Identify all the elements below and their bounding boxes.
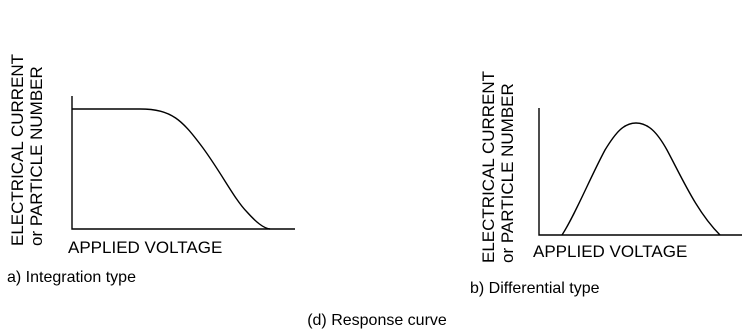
differential-response-curve [561,122,721,236]
integration-type-panel: ELECTRICAL CURRENT or PARTICLE NUMBER AP… [7,54,295,286]
left-y-axis-label-line1: ELECTRICAL CURRENT [8,54,27,246]
figure-caption: (d) Response curve [307,312,447,329]
integration-type-caption: a) Integration type [7,269,136,286]
differential-type-caption: b) Differential type [470,280,600,297]
left-y-axis-label-line2: or PARTICLE NUMBER [27,66,46,246]
integration-response-curve [72,108,271,230]
left-axes [71,96,295,230]
right-axes [538,108,742,236]
right-x-axis-label: APPLIED VOLTAGE [533,242,687,261]
right-y-axis-label-line1: ELECTRICAL CURRENT [479,71,498,263]
right-y-axis-label-line2: or PARTICLE NUMBER [498,83,517,263]
left-x-axis-label: APPLIED VOLTAGE [68,238,222,257]
differential-type-panel: ELECTRICAL CURRENT or PARTICLE NUMBER AP… [470,71,742,297]
